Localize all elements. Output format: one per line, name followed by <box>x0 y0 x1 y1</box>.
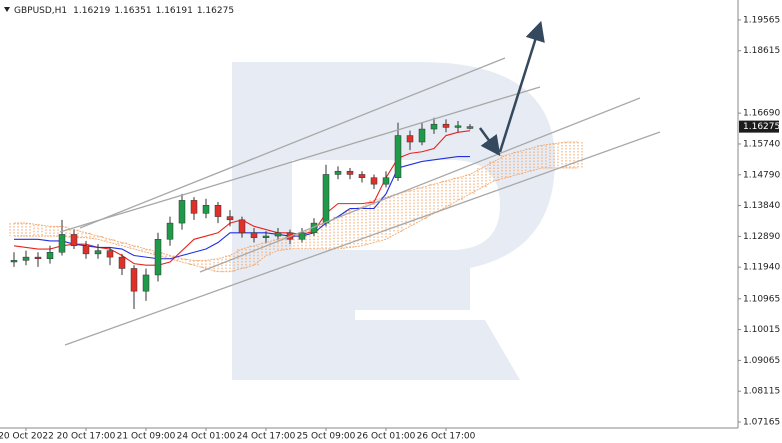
x-tick-label: 24 Oct 01:00 <box>177 432 236 442</box>
forecast-arrows <box>478 20 545 157</box>
candle-body <box>58 234 66 253</box>
cloud-edge <box>14 167 578 273</box>
candle-body <box>154 239 162 276</box>
candle-body <box>430 123 438 130</box>
candle-body <box>178 200 186 224</box>
y-tick-label: 1.19565 <box>743 15 780 25</box>
header-text: GBPUSD,H1 1.16219 1.16351 1.16191 1.16275 <box>14 6 234 16</box>
header: GBPUSD,H1 1.16219 1.16351 1.16191 1.16275 <box>4 6 234 16</box>
candle-body <box>394 135 402 178</box>
candle-body <box>274 232 282 237</box>
close: 1.16275 <box>197 6 234 16</box>
candle-body <box>322 174 330 224</box>
candle-body <box>46 252 54 259</box>
candle-body <box>418 128 426 143</box>
y-tick-label: 1.15740 <box>743 139 780 149</box>
candle-body <box>442 123 450 128</box>
candle-body <box>130 268 138 292</box>
candle-body <box>334 170 342 175</box>
candle-body <box>22 256 30 261</box>
candle-body <box>262 235 270 238</box>
candle-body <box>358 174 366 178</box>
y-tick-label: 1.10015 <box>743 325 780 335</box>
x-tick-label: 26 Oct 01:00 <box>357 432 416 442</box>
watermark <box>232 62 555 380</box>
y-tick-label: 1.07165 <box>743 418 780 428</box>
candle-body <box>226 216 234 221</box>
x-tick-label: 26 Oct 17:00 <box>417 432 476 442</box>
candle-body <box>166 222 174 240</box>
low: 1.16191 <box>156 6 193 16</box>
x-tick-label: 24 Oct 17:00 <box>237 432 296 442</box>
candle-body <box>34 256 42 259</box>
y-tick-label: 1.13840 <box>743 201 780 211</box>
trend-lines <box>59 57 661 346</box>
candle-body <box>238 219 246 234</box>
candle-body <box>454 125 462 128</box>
y-tick-label: 1.14790 <box>743 170 780 180</box>
candle-body <box>250 232 258 238</box>
candle-body <box>346 170 354 175</box>
candle-body <box>118 256 126 269</box>
candle-body <box>190 200 198 214</box>
x-tick-label: 21 Oct 09:00 <box>117 432 176 442</box>
candle-body <box>202 204 210 214</box>
high: 1.16351 <box>114 6 151 16</box>
price-tag <box>739 120 779 133</box>
open: 1.16219 <box>73 6 110 16</box>
plot-area <box>9 117 583 310</box>
candle-body <box>406 135 414 143</box>
y-tick-label: 1.18615 <box>743 46 780 56</box>
y-tick-label: 1.12890 <box>743 232 780 242</box>
candle-body <box>298 232 306 240</box>
x-tick-label: 20 Oct 2022 <box>0 432 54 442</box>
menu-triangle <box>4 7 10 12</box>
y-tick-label: 1.11940 <box>743 263 780 273</box>
y-tick-label: 1.10965 <box>743 294 780 304</box>
y-tick-label: 1.16690 <box>743 109 780 119</box>
candle-body <box>94 250 102 255</box>
candle-body <box>70 234 78 247</box>
candle-body <box>382 177 390 185</box>
candle-body <box>466 126 474 129</box>
candle-body <box>142 274 150 292</box>
y-tick-label: 1.08115 <box>743 387 780 397</box>
x-tick-label: 25 Oct 09:00 <box>297 432 356 442</box>
candle-body <box>214 204 222 217</box>
y-tick-label: 1.09065 <box>743 356 780 366</box>
candle-body <box>106 250 114 258</box>
candle-body <box>370 177 378 185</box>
candle-body <box>10 260 18 263</box>
x-tick-label: 20 Oct 17:00 <box>57 432 116 442</box>
symbol: GBPUSD,H1 <box>14 6 67 16</box>
price-tag-label: 1.16275 <box>743 122 780 132</box>
candle-body <box>82 245 90 255</box>
